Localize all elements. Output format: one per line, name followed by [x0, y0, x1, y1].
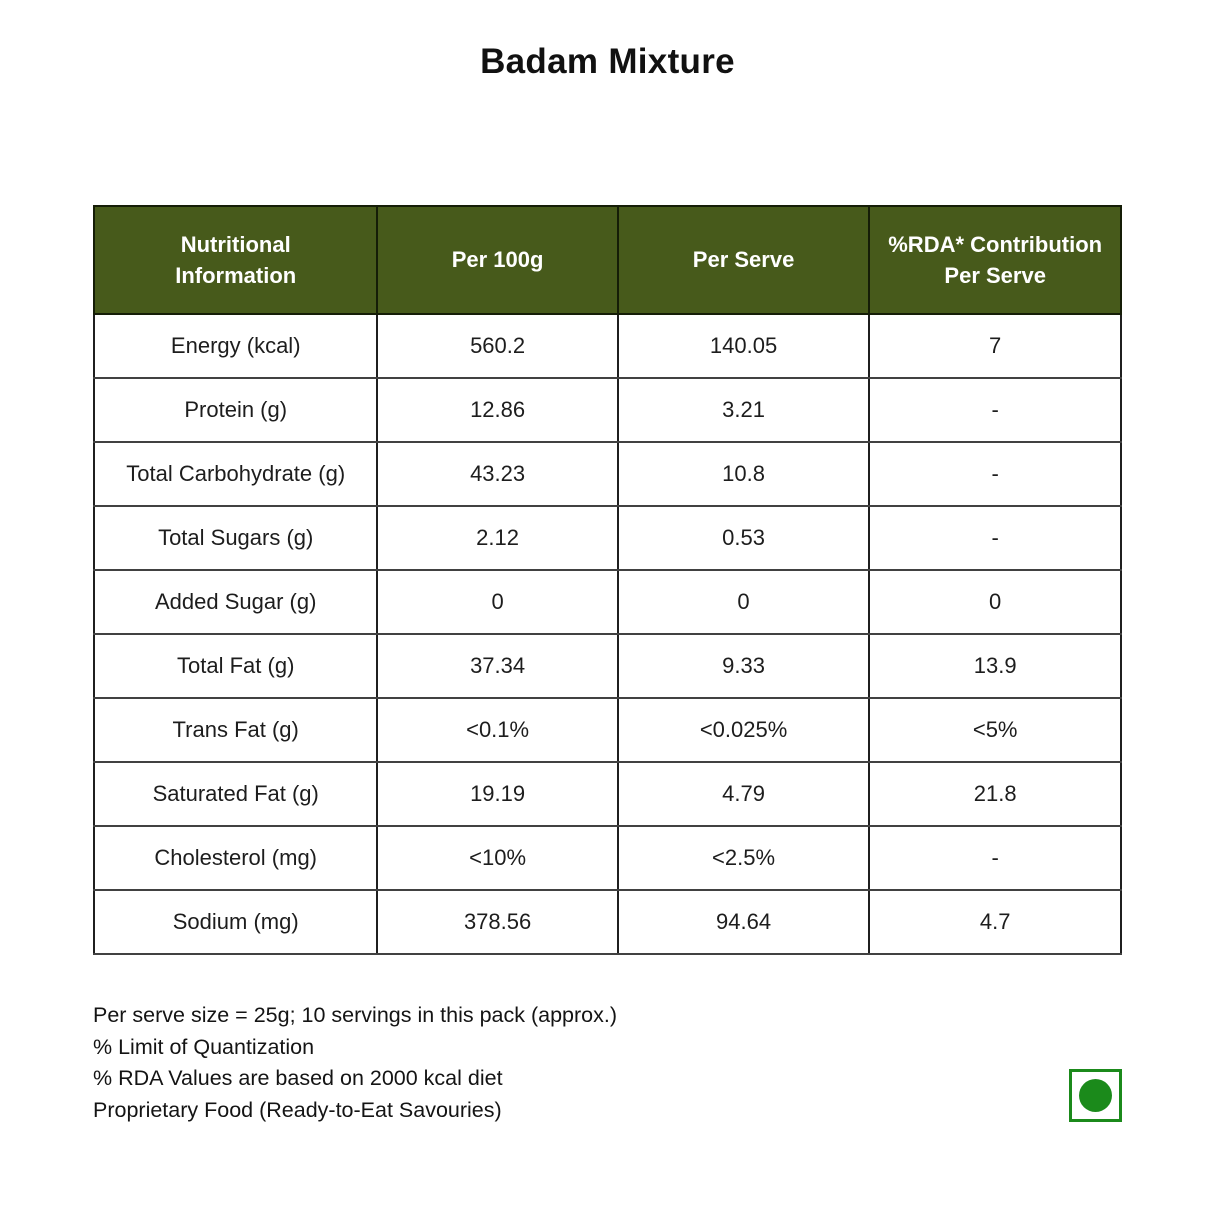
table-row-total-carbohydrate: Total Carbohydrate (g) 43.23 10.8 - — [92, 441, 1122, 507]
value-rda: 7 — [868, 313, 1122, 379]
value-per-100g: 0 — [376, 569, 619, 635]
value-per-100g: 43.23 — [376, 441, 619, 507]
value-rda: - — [868, 377, 1122, 443]
value-per-serve: 9.33 — [616, 633, 871, 699]
row-label: Saturated Fat (g) — [92, 761, 379, 827]
value-per-serve: 0.53 — [616, 505, 871, 571]
table-row-trans-fat: Trans Fat (g) <0.1% <0.025% <5% — [92, 697, 1122, 763]
row-label: Protein (g) — [92, 377, 379, 443]
value-per-100g: 12.86 — [376, 377, 619, 443]
row-label: Energy (kcal) — [92, 313, 379, 379]
table-body: Energy (kcal) 560.2 140.05 7 Protein (g)… — [92, 313, 1122, 955]
row-label: Total Fat (g) — [92, 633, 379, 699]
value-per-100g: 560.2 — [376, 313, 619, 379]
value-rda: - — [868, 505, 1122, 571]
value-per-100g: 2.12 — [376, 505, 619, 571]
value-rda: - — [868, 441, 1122, 507]
header-row: Nutritional Information Per 100g Per Ser… — [92, 205, 1122, 315]
value-per-100g: <0.1% — [376, 697, 619, 763]
header-cell-per-100g: Per 100g — [376, 205, 619, 315]
value-rda: 4.7 — [868, 889, 1122, 955]
header-cell-per-serve: Per Serve — [616, 205, 871, 315]
footnote-rda-basis: % RDA Values are based on 2000 kcal diet — [93, 1066, 503, 1090]
row-label: Cholesterol (mg) — [92, 825, 379, 891]
table-row-cholesterol: Cholesterol (mg) <10% <2.5% - — [92, 825, 1122, 891]
header-cell-rda-contribution: %RDA* Contribution Per Serve — [868, 205, 1122, 315]
row-label: Added Sugar (g) — [92, 569, 379, 635]
table-row-total-fat: Total Fat (g) 37.34 9.33 13.9 — [92, 633, 1122, 699]
value-rda: 21.8 — [868, 761, 1122, 827]
value-per-serve: 94.64 — [616, 889, 871, 955]
table-row-total-sugars: Total Sugars (g) 2.12 0.53 - — [92, 505, 1122, 571]
veg-mark-icon — [1069, 1069, 1122, 1122]
footnote-limit-of-quantization: % Limit of Quantization — [93, 1034, 315, 1059]
value-rda: <5% — [868, 697, 1122, 763]
value-rda: 0 — [868, 569, 1122, 635]
table-row-energy: Energy (kcal) 560.2 140.05 7 — [92, 313, 1122, 379]
page-title: Badam Mixture — [480, 42, 735, 81]
value-per-serve: 4.79 — [616, 761, 871, 827]
value-per-serve: 10.8 — [616, 441, 871, 507]
table-row-added-sugar: Added Sugar (g) 0 0 0 — [92, 569, 1122, 635]
value-per-100g: 19.19 — [376, 761, 619, 827]
value-rda: 13.9 — [868, 633, 1122, 699]
value-per-serve: <0.025% — [616, 697, 871, 763]
row-label: Total Sugars (g) — [92, 505, 379, 571]
value-per-100g: 37.34 — [376, 633, 619, 699]
nutrition-table: Nutritional Information Per 100g Per Ser… — [92, 205, 1122, 955]
value-per-serve: 140.05 — [616, 313, 871, 379]
value-per-serve: <2.5% — [616, 825, 871, 891]
row-label: Trans Fat (g) — [92, 697, 379, 763]
row-label: Total Carbohydrate (g) — [92, 441, 379, 507]
value-per-100g: <10% — [376, 825, 619, 891]
footnote-serve-size: Per serve size = 25g; 10 servings in thi… — [93, 1003, 618, 1027]
value-per-serve: 0 — [616, 569, 871, 635]
table-row-sodium: Sodium (mg) 378.56 94.64 4.7 — [92, 889, 1122, 955]
value-rda: - — [868, 825, 1122, 891]
row-label: Sodium (mg) — [92, 889, 379, 955]
value-per-serve: 3.21 — [616, 377, 871, 443]
veg-dot — [1079, 1079, 1112, 1112]
value-per-100g: 378.56 — [376, 889, 619, 955]
table-row-saturated-fat: Saturated Fat (g) 19.19 4.79 21.8 — [92, 761, 1122, 827]
table-row-protein: Protein (g) 12.86 3.21 - — [92, 377, 1122, 443]
footnote-proprietary-food: Proprietary Food (Ready-to-Eat Savouries… — [93, 1097, 502, 1122]
header-cell-nutritional-information: Nutritional Information — [92, 205, 379, 315]
footnotes: Per serve size = 25g; 10 servings in thi… — [93, 1000, 617, 1126]
table-header: Nutritional Information Per 100g Per Ser… — [92, 205, 1122, 315]
